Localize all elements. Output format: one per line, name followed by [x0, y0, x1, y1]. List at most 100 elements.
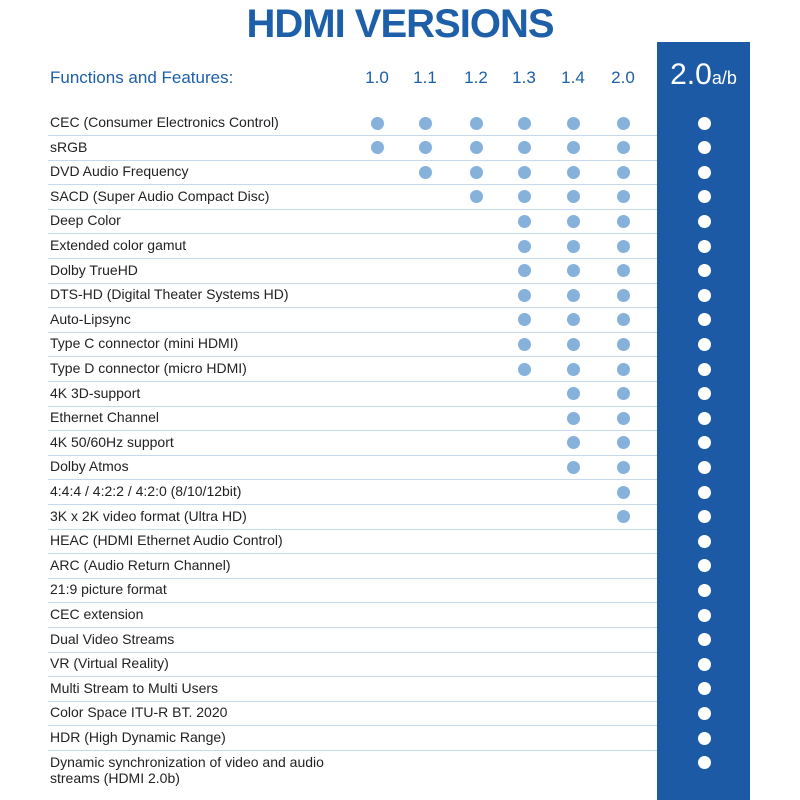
support-dot: [616, 485, 630, 499]
feature-label: Dolby Atmos: [50, 458, 129, 475]
support-dot: [517, 288, 531, 302]
support-dot: [616, 362, 630, 376]
row-separator: [48, 184, 657, 186]
support-dot: [517, 165, 531, 179]
support-dot: [566, 288, 580, 302]
row-separator: [48, 159, 657, 161]
support-dot: [566, 411, 580, 425]
version-label: 2.0: [611, 68, 635, 87]
support-dot: [517, 313, 531, 327]
row-separator: [48, 430, 657, 432]
support-dot: [697, 214, 711, 228]
support-dot: [697, 559, 711, 573]
feature-label: Multi Stream to Multi Users: [50, 679, 219, 696]
title: HDMI VERSIONS: [246, 2, 554, 46]
support-dot: [370, 116, 384, 130]
support-dot: [616, 190, 630, 204]
feature-label: sRGB: [50, 138, 88, 155]
feature-label: ARC (Audio Return Channel): [50, 556, 231, 573]
row-separator: [48, 258, 657, 259]
support-dot: [697, 141, 711, 155]
support-dot: [566, 436, 580, 450]
support-dot: [616, 264, 630, 278]
support-dot: [566, 239, 580, 253]
feature-label: HDR (High Dynamic Range): [50, 729, 226, 745]
support-dot: [697, 608, 711, 622]
row-separator: [48, 725, 657, 727]
support-dot: [697, 485, 711, 499]
support-dot: [566, 116, 580, 130]
support-dot: [517, 116, 531, 130]
row-separator: [48, 627, 657, 628]
support-dot: [616, 288, 630, 302]
feature-label: DTS-HD (Digital Theater Systems HD): [50, 286, 289, 303]
support-dot: [616, 141, 630, 155]
feature-label: 3K x 2K video format (Ultra HD): [50, 507, 247, 524]
support-dot: [697, 313, 711, 327]
support-dot: [616, 460, 630, 474]
support-dot: [697, 583, 711, 597]
row-separator: [48, 381, 657, 382]
support-dot: [418, 141, 432, 155]
support-dot: [566, 141, 580, 155]
support-dot: [616, 436, 630, 450]
support-dot: [566, 387, 580, 401]
feature-label: CEC extension: [50, 606, 144, 622]
support-dot: [469, 190, 483, 204]
support-dot: [697, 264, 711, 278]
feature-label: CEC (Consumer Electronics Control): [50, 114, 279, 130]
row-separator: [48, 282, 657, 284]
support-dot: [469, 141, 483, 155]
feature-label: Extended color gamut: [50, 237, 187, 253]
row-separator: [48, 479, 657, 481]
support-dot: [697, 510, 711, 524]
support-dot: [697, 731, 711, 745]
support-dot: [566, 190, 580, 204]
row-separator: [48, 356, 657, 358]
support-dot: [616, 411, 630, 425]
support-dot: [697, 239, 711, 253]
support-dot: [697, 362, 711, 376]
support-dot: [517, 362, 531, 376]
support-dot: [616, 510, 630, 524]
feature-label: Dynamic synchronization of video and aud…: [50, 753, 324, 786]
support-dot: [697, 706, 711, 720]
support-dot: [697, 436, 711, 450]
row-separator: [48, 750, 657, 751]
latest-main: 2.0: [670, 58, 712, 91]
version-label: 1.0: [365, 68, 389, 87]
row-separator: [48, 454, 657, 456]
feature-label: Type C connector (mini HDMI): [50, 335, 239, 352]
support-dot: [697, 657, 711, 671]
version-label: 1.1: [413, 68, 437, 87]
support-dot: [697, 534, 711, 548]
support-dot: [697, 756, 711, 770]
support-dot: [697, 337, 711, 351]
support-dot: [566, 313, 580, 327]
feature-label: 21:9 picture format: [50, 581, 167, 598]
support-dot: [697, 682, 711, 696]
support-dot: [517, 264, 531, 278]
row-separator: [48, 602, 657, 604]
feature-label: Type D connector (micro HDMI): [50, 360, 247, 376]
feature-label: Dolby TrueHD: [50, 261, 138, 278]
support-dot: [697, 165, 711, 179]
support-dot: [697, 460, 711, 474]
row-separator: [48, 208, 657, 210]
feature-label: 4K 3D-support: [50, 384, 141, 401]
support-dot: [697, 633, 711, 647]
row-separator: [48, 405, 657, 407]
support-dot: [616, 165, 630, 179]
support-dot: [469, 116, 483, 130]
row-separator: [48, 307, 657, 309]
support-dot: [616, 337, 630, 351]
support-dot: [616, 214, 630, 228]
row-separator: [48, 651, 657, 653]
latest-suffix: a/b: [711, 68, 737, 88]
version-label: 1.3: [512, 68, 536, 87]
version-label: 1.4: [561, 68, 585, 87]
support-dot: [616, 239, 630, 253]
feature-label: VR (Virtual Reality): [50, 655, 169, 672]
feature-label: Auto-Lipsync: [50, 310, 131, 327]
